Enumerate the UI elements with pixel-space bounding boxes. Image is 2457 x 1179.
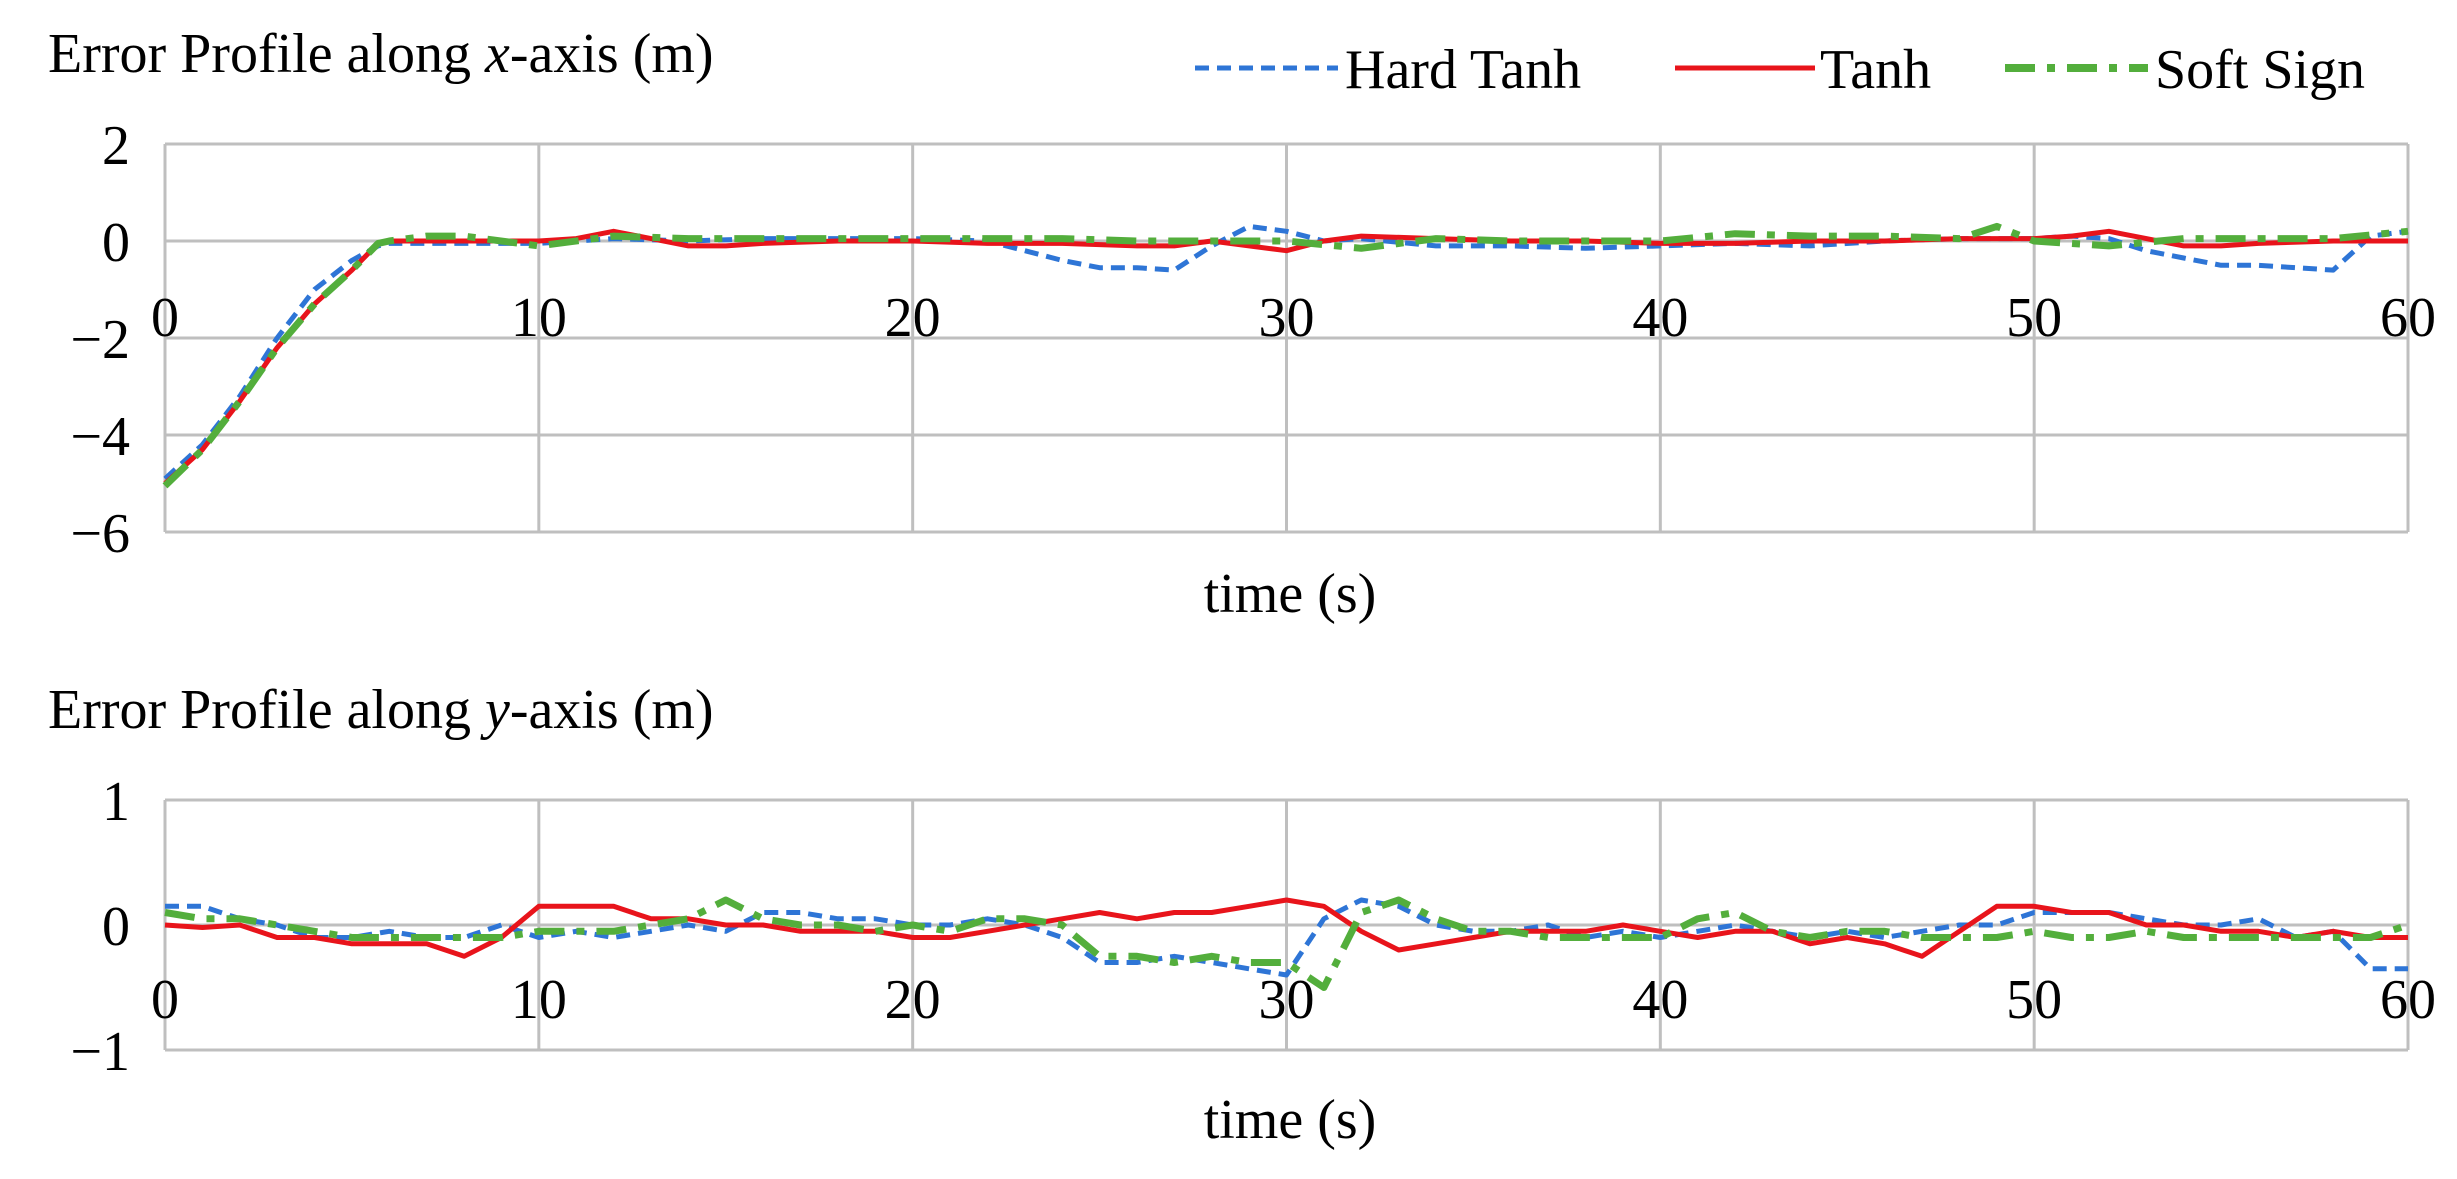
y-tick-label: −2 <box>70 309 130 371</box>
grid <box>163 798 2410 1052</box>
x-tick-label: 10 <box>511 969 567 1031</box>
legend-label-hard-tanh: Hard Tanh <box>1345 39 1581 101</box>
x-tick-label: 50 <box>2006 969 2062 1031</box>
x-tick-label: 40 <box>1632 969 1688 1031</box>
legend-item-soft-sign: Soft Sign <box>2005 39 2365 101</box>
legend-item-tanh: Tanh <box>1675 39 1931 101</box>
y-tick-label: 1 <box>102 771 130 833</box>
x-tick-labels: 0 10 20 30 40 50 60 <box>151 287 2436 349</box>
x-tick-label: 60 <box>2380 287 2436 349</box>
x-tick-label: 10 <box>511 287 567 349</box>
x-tick-label: 40 <box>1632 287 1688 349</box>
chart-title-x: Error Profile along x-axis (m) <box>48 23 714 85</box>
series-line-hard-tanh <box>165 897 2408 978</box>
series-line-soft-sign <box>164 896 2410 991</box>
x-tick-label: 0 <box>151 969 179 1031</box>
chart-title-y: Error Profile along y-axis (m) <box>48 679 714 741</box>
y-tick-labels: 2 0 −2 −4 −6 <box>70 115 130 565</box>
x-tick-label: 50 <box>2006 287 2062 349</box>
x-tick-label: 20 <box>885 287 941 349</box>
legend-label-tanh: Tanh <box>1820 39 1931 101</box>
series-line-tanh <box>164 897 2408 959</box>
legend: Hard Tanh Tanh Soft Sign <box>1195 39 2365 101</box>
series-lines <box>162 222 2409 489</box>
y-tick-label: −4 <box>70 406 130 468</box>
y-tick-label: 0 <box>102 896 130 958</box>
legend-label-soft-sign: Soft Sign <box>2155 39 2365 101</box>
x-tick-label: 30 <box>1259 287 1315 349</box>
x-axis-label-top: time (s) <box>1204 563 1377 625</box>
x-tick-label: 0 <box>151 287 179 349</box>
y-tick-label: 0 <box>102 212 130 274</box>
plot-x-axis-error: 20−2−4−6 0 10 20 30 40 50 60 <box>70 115 2436 565</box>
y-tick-label: −1 <box>70 1021 130 1083</box>
x-tick-label: 60 <box>2380 969 2436 1031</box>
x-tick-label: 20 <box>885 969 941 1031</box>
y-tick-label: −6 <box>70 503 130 565</box>
x-tick-labels: 0 10 20 30 40 50 60 <box>151 969 2436 1031</box>
x-tick-label: 30 <box>1259 969 1315 1031</box>
series-line-soft-sign <box>162 222 2409 489</box>
x-axis-label-bottom: time (s) <box>1204 1089 1377 1151</box>
y-tick-labels: 1 0 −1 <box>70 771 130 1083</box>
legend-item-hard-tanh: Hard Tanh <box>1195 39 1581 101</box>
series-lines <box>164 896 2410 991</box>
plot-y-axis-error: 10−1 0 10 20 30 40 50 60 <box>70 771 2436 1083</box>
y-tick-label: 2 <box>102 115 130 177</box>
